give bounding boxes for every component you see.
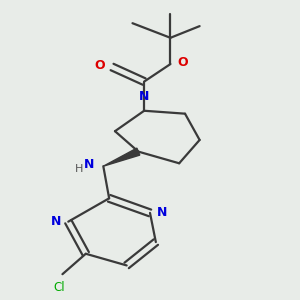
Text: N: N bbox=[51, 215, 61, 228]
Text: N: N bbox=[84, 158, 94, 171]
Text: O: O bbox=[94, 59, 105, 72]
Text: O: O bbox=[178, 56, 188, 69]
Text: N: N bbox=[157, 206, 168, 219]
Text: Cl: Cl bbox=[54, 281, 65, 295]
Text: N: N bbox=[139, 91, 149, 103]
Polygon shape bbox=[103, 148, 140, 166]
Text: H: H bbox=[74, 164, 83, 174]
